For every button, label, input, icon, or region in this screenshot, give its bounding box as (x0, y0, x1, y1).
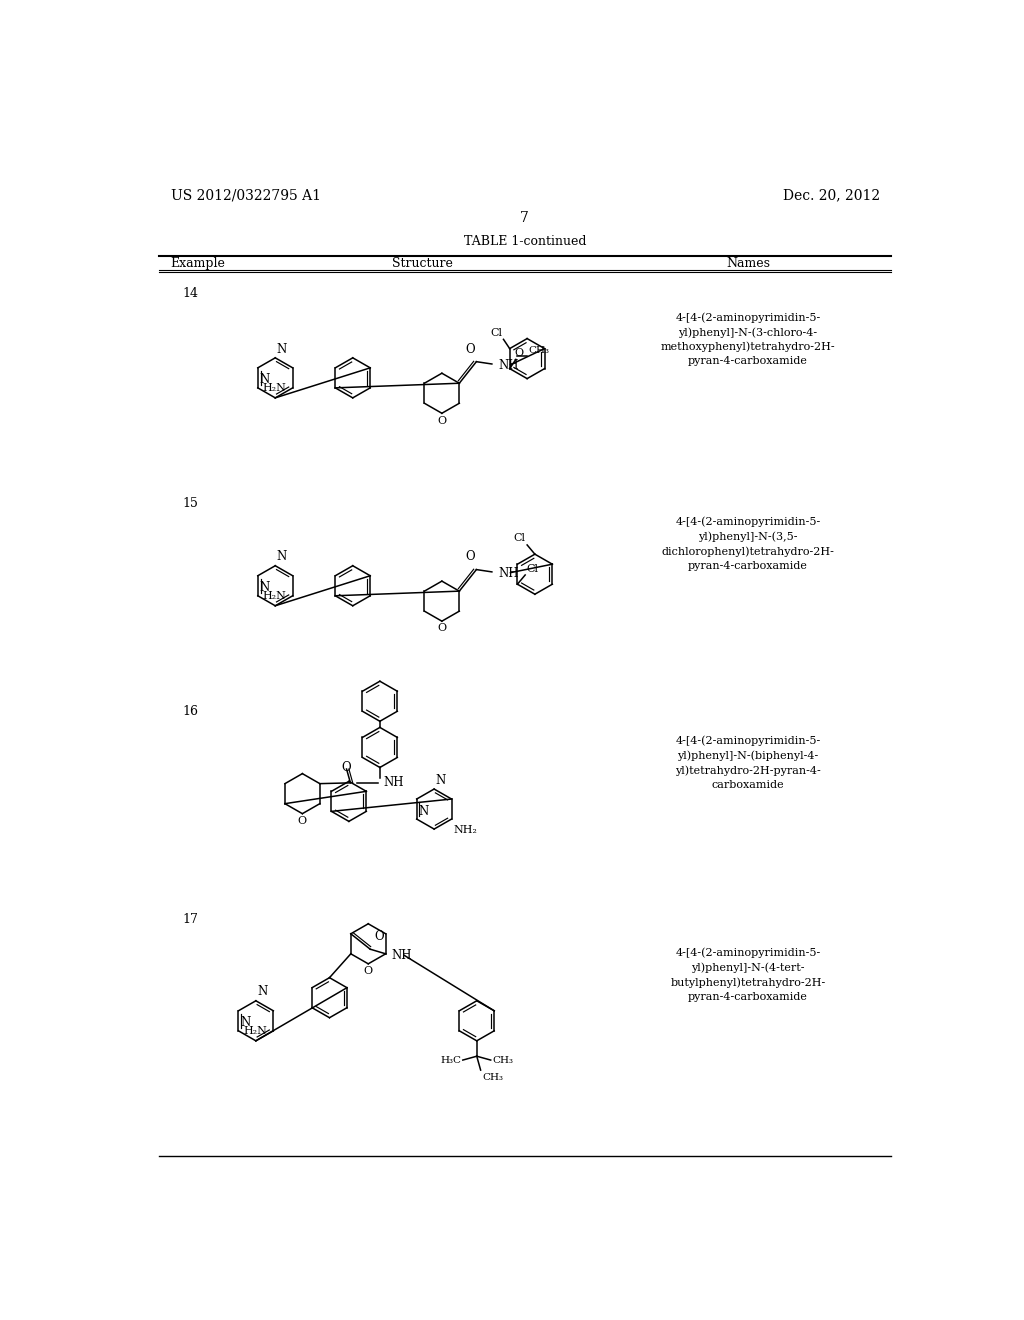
Text: US 2012/0322795 A1: US 2012/0322795 A1 (171, 189, 321, 202)
Text: N: N (257, 986, 267, 998)
Text: O: O (465, 550, 475, 564)
Text: 4-[4-(2-aminopyrimidin-5-
yl)phenyl]-N-(3-chloro-4-
methoxyphenyl)tetrahydro-2H-: 4-[4-(2-aminopyrimidin-5- yl)phenyl]-N-(… (660, 313, 836, 367)
Text: 14: 14 (182, 286, 198, 300)
Text: H₂N: H₂N (262, 591, 287, 601)
Text: NH: NH (392, 949, 413, 962)
Text: NH: NH (498, 566, 518, 579)
Text: N: N (276, 550, 287, 564)
Text: O: O (298, 816, 307, 826)
Text: O: O (514, 348, 523, 358)
Text: 15: 15 (182, 496, 198, 510)
Text: H₃C: H₃C (440, 1056, 461, 1064)
Text: O: O (342, 760, 351, 774)
Text: Cl: Cl (489, 327, 502, 338)
Text: N: N (418, 804, 428, 817)
Text: CH₃: CH₃ (493, 1056, 513, 1064)
Text: N: N (259, 581, 269, 594)
Text: H₂N: H₂N (262, 383, 287, 393)
Text: O: O (465, 342, 475, 355)
Text: Names: Names (726, 256, 770, 269)
Text: Structure: Structure (392, 256, 453, 269)
Text: N: N (435, 774, 445, 787)
Text: 4-[4-(2-aminopyrimidin-5-
yl)phenyl]-N-(biphenyl-4-
yl)tetrahydro-2H-pyran-4-
ca: 4-[4-(2-aminopyrimidin-5- yl)phenyl]-N-(… (675, 735, 821, 789)
Text: N: N (276, 342, 287, 355)
Text: 16: 16 (182, 705, 198, 718)
Text: Cl: Cl (526, 564, 539, 574)
Text: 7: 7 (520, 211, 529, 226)
Text: N: N (259, 374, 269, 387)
Text: H₂N: H₂N (244, 1026, 267, 1036)
Text: NH₂: NH₂ (454, 825, 478, 836)
Text: O: O (374, 931, 384, 942)
Text: Dec. 20, 2012: Dec. 20, 2012 (782, 189, 880, 202)
Text: 4-[4-(2-aminopyrimidin-5-
yl)phenyl]-N-(3,5-
dichlorophenyl)tetrahydro-2H-
pyran: 4-[4-(2-aminopyrimidin-5- yl)phenyl]-N-(… (662, 516, 835, 570)
Text: NH: NH (498, 359, 518, 372)
Text: CH₃: CH₃ (482, 1073, 503, 1082)
Text: 4-[4-(2-aminopyrimidin-5-
yl)phenyl]-N-(4-tert-
butylphenyl)tetrahydro-2H-
pyran: 4-[4-(2-aminopyrimidin-5- yl)phenyl]-N-(… (671, 948, 825, 1002)
Text: CH₃: CH₃ (528, 346, 549, 355)
Text: Cl: Cl (514, 533, 525, 543)
Text: TABLE 1-continued: TABLE 1-continued (464, 235, 586, 248)
Text: O: O (437, 416, 446, 425)
Text: O: O (437, 623, 446, 634)
Text: N: N (240, 1016, 250, 1030)
Text: Example: Example (170, 256, 225, 269)
Text: NH: NH (384, 776, 404, 789)
Text: O: O (364, 966, 373, 975)
Text: 17: 17 (182, 912, 198, 925)
